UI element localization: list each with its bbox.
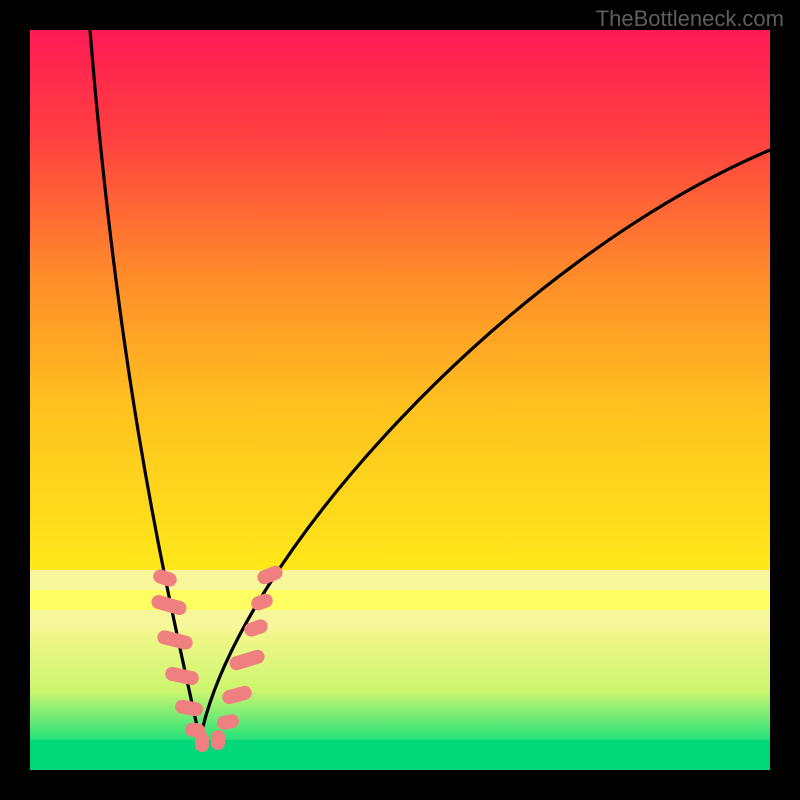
chart-svg [0,0,800,800]
figure-root: TheBottleneck.com [0,0,800,800]
watermark-text: TheBottleneck.com [596,6,784,32]
background-gradient [30,30,770,770]
